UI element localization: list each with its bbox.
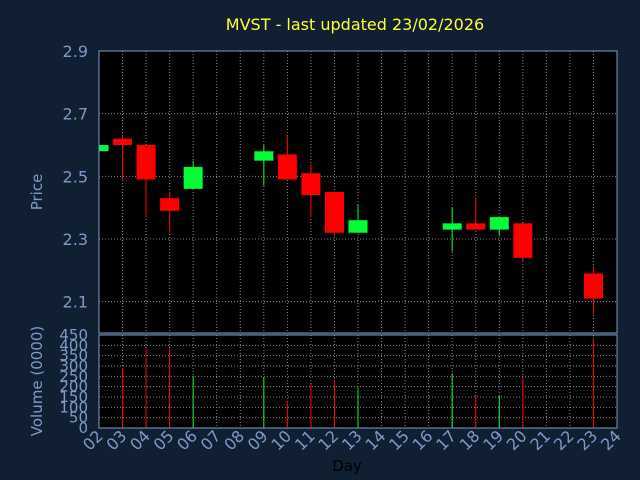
candle-body <box>277 154 297 180</box>
candle-body <box>160 198 180 211</box>
candles <box>98 135 603 315</box>
volume-tick-label: 300 <box>59 357 88 375</box>
candle-body <box>301 173 321 196</box>
candle-body <box>513 223 533 258</box>
volume-bars <box>122 339 594 428</box>
candle-body <box>99 145 109 152</box>
volume-tick-label: 350 <box>59 347 88 365</box>
price-axis-label: Price <box>28 174 46 211</box>
volume-tick-label: 150 <box>59 388 88 406</box>
candle-body <box>489 217 509 230</box>
candle-body <box>324 192 344 233</box>
price-tick-label: 2.5 <box>63 167 88 186</box>
volume-plot-frame <box>98 334 618 429</box>
candle-body <box>442 223 462 230</box>
candle-body <box>183 166 203 189</box>
x-tick-label: 24 <box>597 426 625 454</box>
candle-body <box>348 220 368 233</box>
x-axis-label: Day <box>332 457 362 475</box>
price-plot-frame <box>98 50 618 334</box>
price-tick-label: 2.9 <box>63 42 88 61</box>
chart-title: MVST - last updated 23/02/2026 <box>226 15 484 34</box>
price-tick-label: 2.3 <box>63 230 88 249</box>
volume-tick-label: 200 <box>59 378 88 396</box>
candle-body <box>113 138 133 145</box>
price-tick-label: 2.1 <box>63 293 88 312</box>
volume-tick-label: 400 <box>59 336 88 354</box>
price-tick-label: 2.7 <box>63 105 88 124</box>
candle-body <box>254 151 274 161</box>
candle-body <box>136 145 156 180</box>
volume-tick-label: 450 <box>59 326 88 344</box>
volume-tick-label: 250 <box>59 367 88 385</box>
candle-body <box>466 223 486 230</box>
volume-tick-label: 50 <box>69 409 88 427</box>
volume-tick-label: 0 <box>78 419 88 437</box>
candle-body <box>583 273 603 299</box>
volume-tick-label: 100 <box>59 398 88 416</box>
volume-axis-label: Volume (0000) <box>28 326 46 436</box>
